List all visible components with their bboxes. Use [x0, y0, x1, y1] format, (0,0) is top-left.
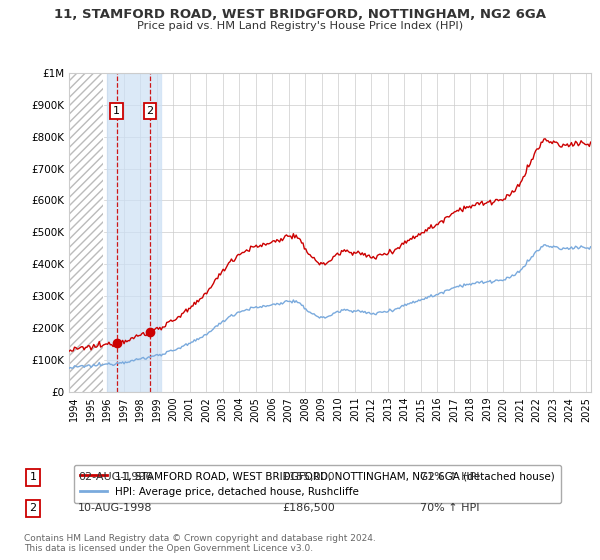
- Text: £186,500: £186,500: [282, 503, 335, 513]
- Text: 70% ↑ HPI: 70% ↑ HPI: [420, 503, 479, 513]
- Bar: [69, 73, 103, 392]
- Bar: [69, 73, 103, 392]
- Text: 02-AUG-1996: 02-AUG-1996: [78, 473, 152, 482]
- Text: 11, STAMFORD ROAD, WEST BRIDGFORD, NOTTINGHAM, NG2 6GA: 11, STAMFORD ROAD, WEST BRIDGFORD, NOTTI…: [54, 8, 546, 21]
- Text: 71% ↑ HPI: 71% ↑ HPI: [420, 473, 479, 482]
- Text: 2: 2: [146, 106, 154, 116]
- Text: Contains HM Land Registry data © Crown copyright and database right 2024.
This d: Contains HM Land Registry data © Crown c…: [24, 534, 376, 553]
- Text: 2: 2: [29, 503, 37, 513]
- Text: 10-AUG-1998: 10-AUG-1998: [78, 503, 152, 513]
- Text: Price paid vs. HM Land Registry's House Price Index (HPI): Price paid vs. HM Land Registry's House …: [137, 21, 463, 31]
- Text: 1: 1: [113, 106, 120, 116]
- Text: 1: 1: [29, 473, 37, 482]
- Bar: [107, 73, 161, 392]
- Legend: 11, STAMFORD ROAD, WEST BRIDGFORD, NOTTINGHAM, NG2 6GA (detached house), HPI: Av: 11, STAMFORD ROAD, WEST BRIDGFORD, NOTTI…: [74, 465, 561, 503]
- Text: £155,000: £155,000: [282, 473, 335, 482]
